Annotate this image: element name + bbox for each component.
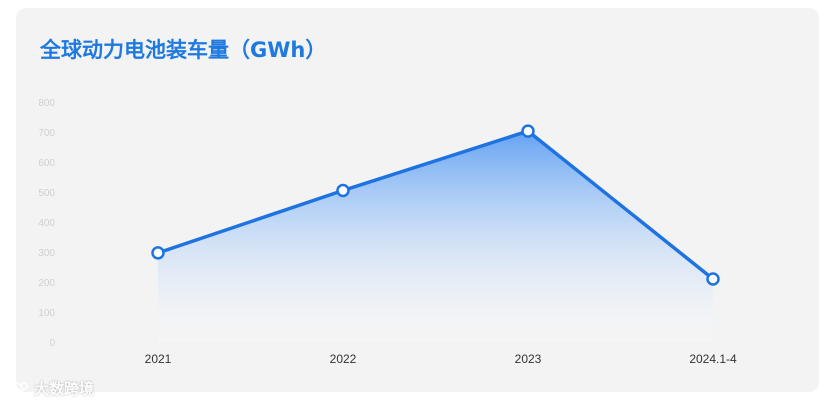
x-tick-label: 2024.1-4 — [689, 352, 737, 366]
y-tick-label: 0 — [49, 338, 55, 349]
watermark-logo-icon — [9, 381, 28, 396]
x-tick-label: 2023 — [515, 352, 542, 366]
y-tick-label: 500 — [38, 188, 55, 199]
y-tick-label: 700 — [38, 128, 55, 139]
data-point[interactable] — [521, 124, 535, 138]
y-tick-label: 800 — [38, 98, 55, 109]
watermark: 大数跨境 — [8, 378, 94, 399]
y-tick-label: 300 — [38, 248, 55, 259]
x-tick-label: 2021 — [145, 352, 172, 366]
series-line — [157, 129, 715, 281]
data-point[interactable] — [151, 246, 165, 260]
y-tick-label: 400 — [38, 218, 55, 229]
area-fill — [158, 131, 713, 342]
data-point[interactable] — [336, 183, 350, 198]
y-tick-label: 100 — [38, 308, 55, 319]
watermark-text: 大数跨境 — [34, 380, 95, 398]
chart-title: 全球动力电池装车量（GWh） — [40, 38, 327, 62]
x-tick-label: 2022 — [330, 352, 357, 366]
y-tick-label: 200 — [38, 278, 55, 289]
data-point[interactable] — [706, 272, 720, 286]
y-tick-label: 600 — [38, 158, 55, 169]
